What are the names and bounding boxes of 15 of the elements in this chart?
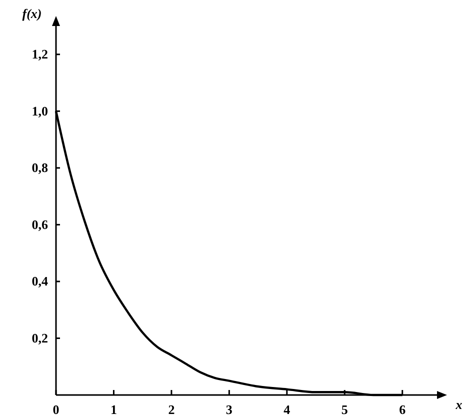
- x-tick-label: 2: [168, 402, 175, 418]
- y-tick-label: 1,2: [32, 46, 48, 62]
- x-tick-label: 3: [226, 402, 233, 418]
- x-axis-title: x: [454, 397, 463, 412]
- y-tick-label: 1,0: [32, 103, 48, 118]
- y-axis-title: f(x): [22, 6, 42, 21]
- y-tick-label: 0,6: [32, 216, 48, 232]
- y-tick-label: 0,8: [32, 160, 48, 176]
- x-tick-label: 0: [52, 402, 60, 418]
- x-tick-label: 4: [284, 402, 291, 418]
- y-tick-label: 0,2: [32, 330, 48, 346]
- x-tick-label: 6: [399, 402, 406, 418]
- y-tick-label: 0,4: [32, 274, 48, 289]
- x-tick-label: 5: [341, 402, 348, 418]
- x-tick-label: 1: [110, 402, 117, 418]
